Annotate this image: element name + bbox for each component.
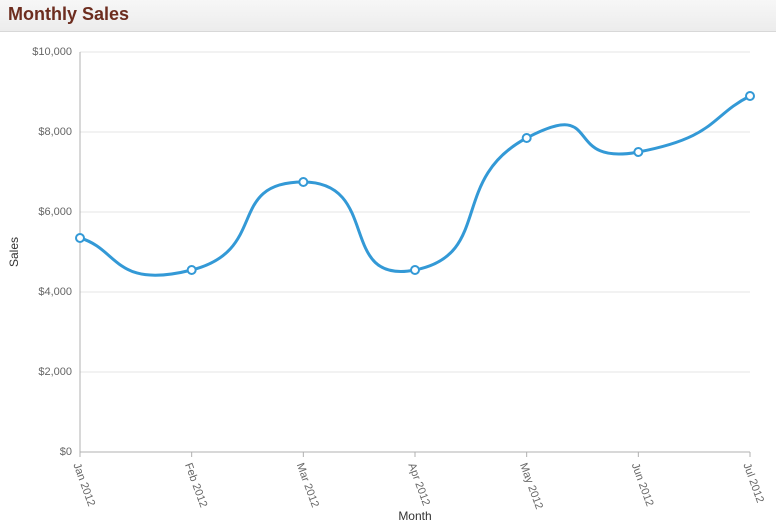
data-marker[interactable]	[76, 234, 84, 242]
ytick-label: $2,000	[38, 366, 72, 378]
ytick-label: $10,000	[32, 46, 72, 58]
chart-title: Monthly Sales	[8, 4, 768, 25]
xtick-label: Jun 2012	[629, 461, 656, 508]
chart-svg: $0 $2,000 $4,000 $6,000 $8,000 $10,000 Jan 201…	[0, 32, 776, 525]
ytick-label: $0	[60, 446, 72, 458]
chart-area: $0 $2,000 $4,000 $6,000 $8,000 $10,000 Jan 201…	[0, 32, 776, 525]
ytick-label: $6,000	[38, 206, 72, 218]
data-marker[interactable]	[188, 266, 196, 274]
y-axis-label: Sales	[7, 237, 21, 267]
data-marker[interactable]	[299, 178, 307, 186]
xtick-label: Apr 2012	[405, 461, 432, 507]
xtick-label: May 2012	[517, 461, 545, 511]
data-marker[interactable]	[746, 92, 754, 100]
ytick-label: $8,000	[38, 126, 72, 138]
xtick-label: Jul 2012	[740, 461, 766, 504]
x-axis-label: Month	[398, 509, 431, 523]
data-marker[interactable]	[634, 148, 642, 156]
xtick-label: Feb 2012	[182, 461, 209, 509]
title-bar: Monthly Sales	[0, 0, 776, 32]
series-line	[80, 96, 750, 275]
xtick-label: Mar 2012	[294, 461, 321, 509]
xtick-label: Jan 2012	[70, 461, 97, 508]
ytick-label: $4,000	[38, 286, 72, 298]
data-marker[interactable]	[523, 134, 531, 142]
data-marker[interactable]	[411, 266, 419, 274]
